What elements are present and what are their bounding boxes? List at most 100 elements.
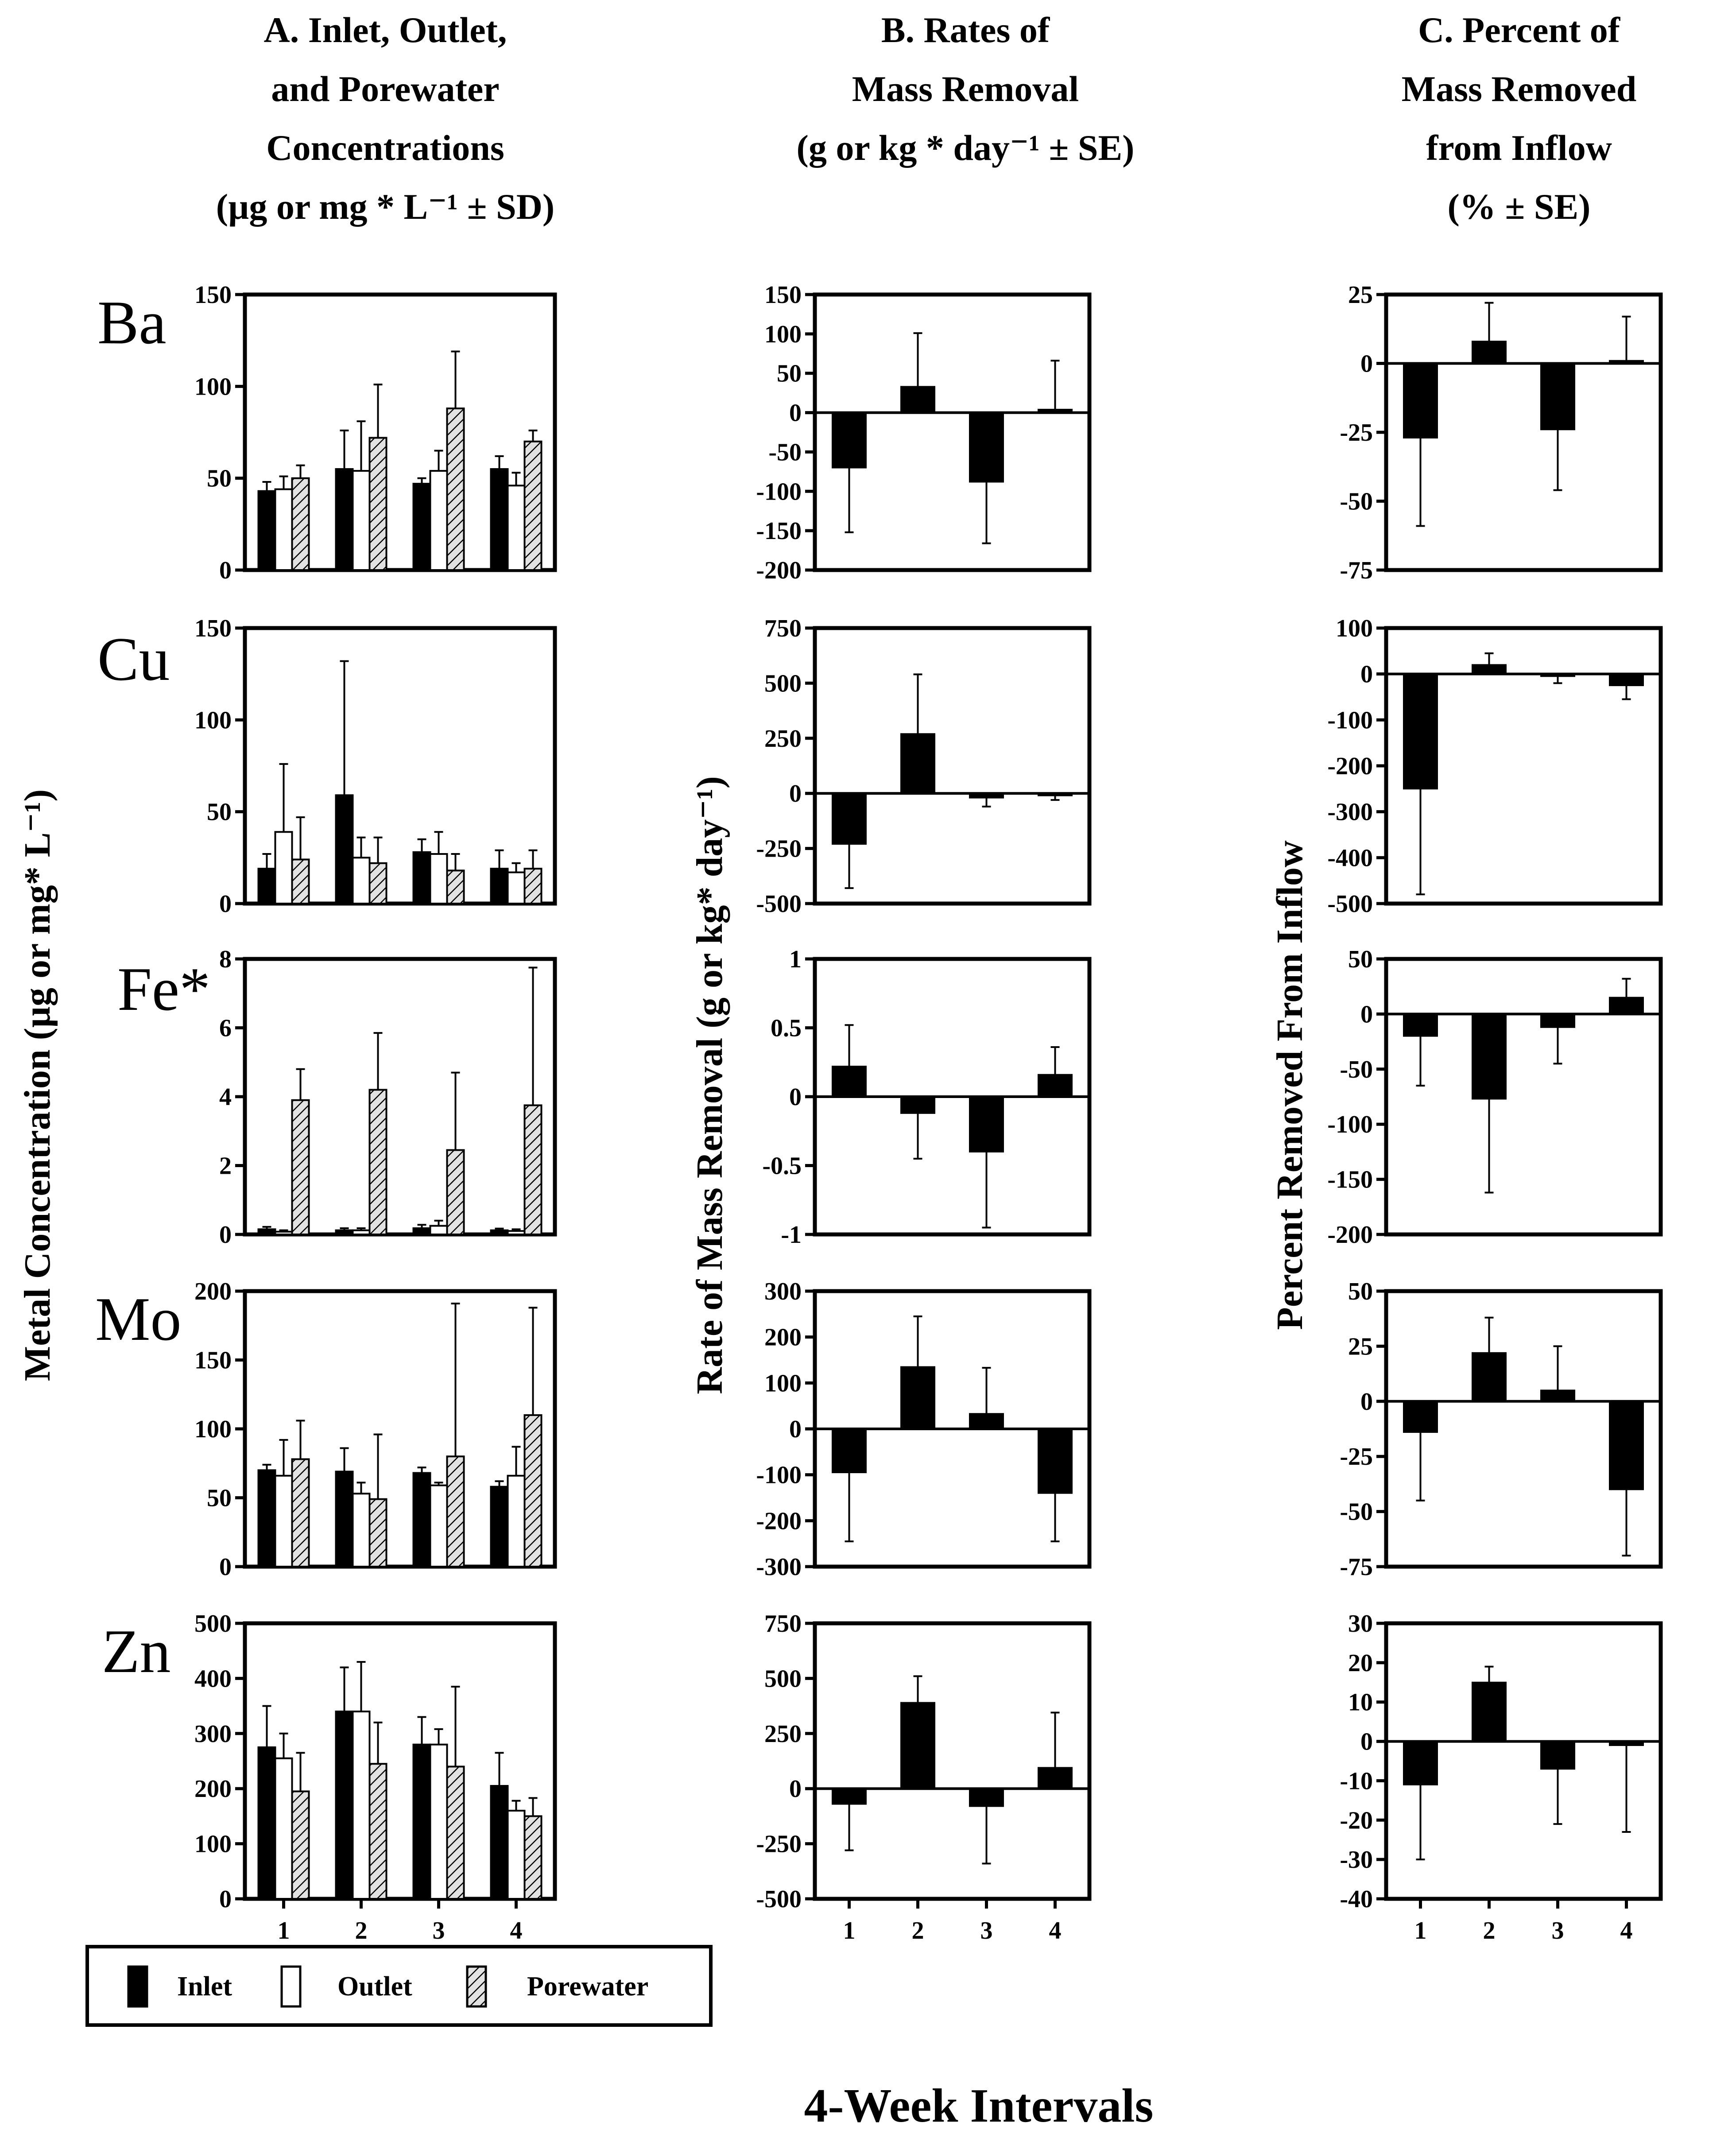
y-tick-label: -500 bbox=[1327, 890, 1373, 918]
bar-outlet-3 bbox=[429, 1225, 448, 1235]
header-b-line-3: (g or kg * day⁻¹ ± SE) bbox=[797, 128, 1135, 168]
x-tick-label: 1 bbox=[843, 1917, 856, 1944]
y-tick-label: 10 bbox=[1348, 1689, 1373, 1716]
bar-porewater-3 bbox=[446, 407, 465, 571]
bar-1 bbox=[832, 412, 867, 469]
bar-outlet-3 bbox=[429, 1484, 448, 1568]
y-tick-label: 50 bbox=[207, 1485, 232, 1512]
bar-3 bbox=[969, 1096, 1004, 1152]
y-tick-label: 250 bbox=[764, 725, 802, 753]
y-tick-label: 0 bbox=[1360, 350, 1373, 378]
bar-inlet-3 bbox=[412, 1227, 431, 1235]
y-tick-label: -0.5 bbox=[762, 1152, 802, 1180]
header-b-line-2: Mass Removal bbox=[852, 69, 1079, 109]
y-tick-label: 150 bbox=[194, 281, 232, 309]
bar-inlet-4 bbox=[490, 468, 509, 571]
x-tick-label: 4 bbox=[510, 1917, 523, 1944]
bar-outlet-3 bbox=[429, 470, 448, 571]
y-tick-label: 50 bbox=[1348, 1278, 1373, 1305]
y-tick-label: 4 bbox=[219, 1083, 232, 1111]
bar-4 bbox=[1609, 1401, 1644, 1490]
y-tick-label: -75 bbox=[1340, 1553, 1373, 1581]
y-tick-label: 150 bbox=[764, 281, 802, 309]
y-tick-label: 0 bbox=[789, 1775, 802, 1803]
legend-swatch-outlet bbox=[280, 1965, 302, 2008]
y-tick-label: -250 bbox=[756, 1831, 802, 1858]
bar-porewater-4 bbox=[523, 1815, 542, 1900]
legend: Inlet Outlet Porewater bbox=[85, 1945, 713, 2027]
panel-c-fe: -200 -150 -100 -50 0 50 bbox=[1327, 946, 1663, 1249]
bar-1 bbox=[1403, 1401, 1438, 1433]
bar-outlet-2 bbox=[352, 1229, 371, 1235]
header-a-line-3: Concentrations bbox=[266, 128, 504, 168]
bar-outlet-1 bbox=[274, 1474, 293, 1568]
legend-label-porewater: Porewater bbox=[527, 1971, 648, 2002]
y-axis-title-c: Percent Removed From Inflow bbox=[1269, 840, 1310, 1330]
header-c-line-2: Mass Removed bbox=[1402, 69, 1637, 109]
bar-3 bbox=[1540, 363, 1575, 431]
legend-frame bbox=[85, 1945, 713, 2027]
y-tick-label: -200 bbox=[756, 557, 802, 584]
bar-2 bbox=[900, 733, 935, 794]
bar-outlet-3 bbox=[429, 1743, 448, 1900]
header-b-line-1: B. Rates of bbox=[881, 10, 1050, 50]
element-label-cu: Cu bbox=[97, 625, 170, 694]
bar-4 bbox=[1038, 792, 1073, 796]
bar-3 bbox=[969, 792, 1004, 799]
y-tick-label: 0 bbox=[1360, 1001, 1373, 1028]
panel-b-fe: -1 -0.5 0 0.5 1 bbox=[762, 946, 1092, 1249]
legend-swatch-inlet bbox=[127, 1965, 148, 2008]
y-tick-label: 0 bbox=[219, 1886, 232, 1913]
y-tick-label: 30 bbox=[1348, 1610, 1373, 1637]
y-tick-label: 50 bbox=[1348, 946, 1373, 973]
y-tick-label: -50 bbox=[1340, 1498, 1373, 1526]
bar-1 bbox=[832, 1066, 867, 1098]
y-tick-label: -100 bbox=[756, 1462, 802, 1489]
y-tick-label: -500 bbox=[756, 890, 802, 918]
bar-4 bbox=[1038, 408, 1073, 414]
y-tick-label: 300 bbox=[194, 1720, 232, 1748]
panel-b-mo: -300 -200 -100 0 100 200 300 bbox=[756, 1278, 1092, 1581]
bar-inlet-3 bbox=[412, 1472, 431, 1568]
bar-3 bbox=[1540, 1389, 1575, 1402]
x-tick-label: 2 bbox=[1483, 1917, 1496, 1944]
y-tick-label: -200 bbox=[1327, 753, 1373, 780]
header-a-line-4: (µg or mg * L⁻¹ ± SD) bbox=[216, 186, 554, 227]
y-tick-label: 150 bbox=[194, 615, 232, 642]
bar-porewater-4 bbox=[523, 440, 542, 571]
bar-outlet-2 bbox=[352, 470, 371, 571]
element-label-fe: Fe* bbox=[117, 955, 210, 1024]
y-tick-label: -10 bbox=[1340, 1767, 1373, 1795]
element-label-zn: Zn bbox=[102, 1617, 171, 1686]
y-tick-label: 100 bbox=[194, 373, 232, 400]
y-tick-label: 25 bbox=[1348, 281, 1373, 309]
panel-a-ba: 0 50 100 150 bbox=[194, 281, 557, 584]
bar-porewater-2 bbox=[368, 1498, 388, 1568]
bar-inlet-4 bbox=[490, 1486, 509, 1568]
bar-porewater-3 bbox=[446, 1765, 465, 1900]
y-tick-label: 500 bbox=[764, 670, 802, 697]
header-a: A. Inlet, Outlet, and Porewater Concentr… bbox=[216, 10, 554, 227]
bar-1 bbox=[832, 1428, 867, 1473]
bar-outlet-3 bbox=[429, 853, 448, 905]
bar-porewater-2 bbox=[368, 1763, 388, 1900]
y-axis-title-b: Rate of Mass Removal (g or kg* day⁻¹) bbox=[689, 776, 730, 1394]
header-b: B. Rates of Mass Removal (g or kg * day⁻… bbox=[797, 10, 1135, 168]
bar-3 bbox=[969, 1413, 1004, 1430]
legend-swatch-porewater bbox=[466, 1965, 487, 2008]
y-tick-label: 100 bbox=[194, 1831, 232, 1858]
bar-1 bbox=[832, 792, 867, 845]
element-label-ba: Ba bbox=[97, 288, 167, 357]
bar-4 bbox=[1609, 673, 1644, 687]
bar-inlet-2 bbox=[335, 468, 354, 571]
bar-porewater-1 bbox=[291, 1790, 310, 1900]
y-tick-label: -30 bbox=[1340, 1846, 1373, 1874]
bar-porewater-3 bbox=[446, 869, 465, 904]
bar-porewater-4 bbox=[523, 1414, 542, 1568]
y-tick-label: 250 bbox=[764, 1720, 802, 1748]
bar-4 bbox=[1609, 997, 1644, 1015]
y-tick-label: -150 bbox=[1327, 1166, 1373, 1194]
y-tick-label: 100 bbox=[194, 1416, 232, 1443]
y-tick-label: 0 bbox=[789, 780, 802, 807]
